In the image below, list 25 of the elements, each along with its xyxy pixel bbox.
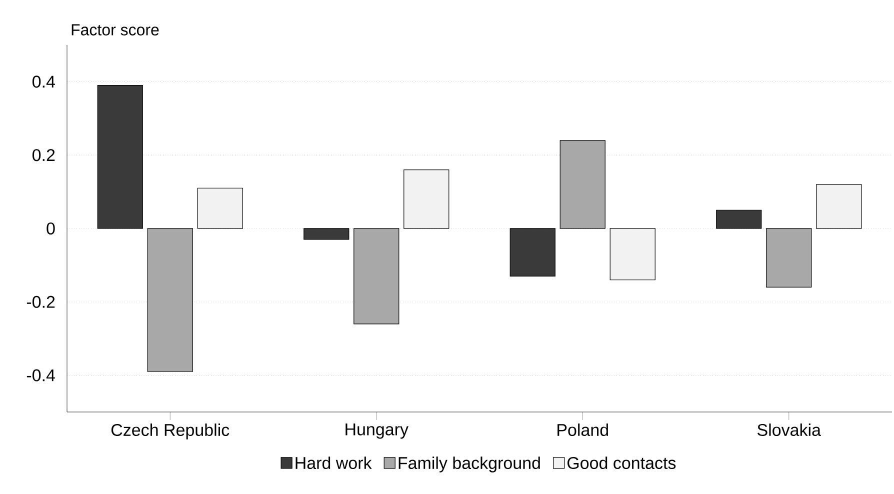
bar: [304, 228, 350, 240]
bar: [610, 228, 656, 280]
bar: [766, 228, 812, 288]
y-axis-title: Factor score: [72, 24, 159, 36]
y-tick-label: -0.4: [26, 369, 55, 382]
x-tick-label: Hungary: [346, 424, 408, 439]
bar: [560, 140, 606, 229]
x-tick-label: Czech Republic: [111, 424, 230, 440]
y-tick-label: 0.2: [32, 149, 55, 162]
y-tick-label: 0.4: [32, 76, 55, 88]
bar: [510, 228, 556, 276]
bar: [716, 210, 762, 229]
legend-label: Hard work: [296, 456, 372, 470]
x-tick-label: Slovakia: [758, 424, 821, 436]
bar: [404, 169, 450, 229]
x-tick-label: Poland: [558, 424, 608, 436]
legend-label: Family background: [398, 456, 540, 472]
bar: [816, 184, 862, 229]
y-tick-label: 0: [46, 222, 55, 235]
bar: [97, 85, 143, 229]
bar: [197, 188, 243, 229]
bar: [147, 228, 193, 372]
bar: [354, 228, 400, 324]
legend-label: Good contacts: [567, 456, 676, 470]
y-tick-label: -0.2: [26, 296, 55, 308]
